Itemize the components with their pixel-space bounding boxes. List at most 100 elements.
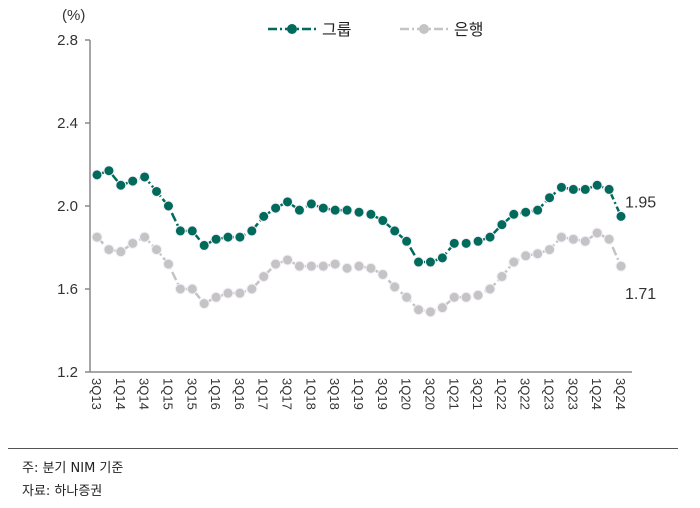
data-point xyxy=(258,271,270,283)
data-point xyxy=(139,171,151,183)
data-point xyxy=(436,252,448,264)
data-point xyxy=(389,281,401,293)
data-point xyxy=(282,196,294,208)
data-point xyxy=(365,262,377,274)
legend-label: 그룹 xyxy=(322,20,351,39)
data-point xyxy=(520,206,532,218)
data-point xyxy=(377,268,389,280)
data-point xyxy=(293,260,305,272)
data-point xyxy=(174,225,186,237)
end-data-label: 1.71 xyxy=(625,286,656,303)
data-point xyxy=(615,210,627,222)
x-tick-label: 3Q20 xyxy=(422,378,437,410)
data-point xyxy=(448,291,460,303)
x-tick-label: 1Q21 xyxy=(446,378,461,410)
x-tick-label: 1Q20 xyxy=(399,378,414,410)
source-note: 자료: 하나증권 xyxy=(22,484,103,499)
data-point xyxy=(484,283,496,295)
x-tick-label: 3Q21 xyxy=(470,378,485,410)
data-point xyxy=(591,227,603,239)
data-point xyxy=(544,192,556,204)
data-point xyxy=(222,287,234,299)
data-point xyxy=(151,185,163,197)
footer-divider xyxy=(8,448,678,449)
data-point xyxy=(186,283,198,295)
data-point xyxy=(401,235,413,247)
data-point xyxy=(389,225,401,237)
x-tick-label: 3Q16 xyxy=(232,378,247,410)
y-tick-label: 2.4 xyxy=(57,115,78,132)
data-point xyxy=(174,283,186,295)
data-point xyxy=(508,256,520,268)
data-point xyxy=(305,260,317,272)
footnote: 주: 분기 NIM 기준 xyxy=(22,461,124,476)
data-point xyxy=(329,258,341,270)
y-tick-label: 1.6 xyxy=(57,281,78,298)
y-tick-label: 2.0 xyxy=(57,198,78,215)
data-point xyxy=(115,179,127,191)
data-point xyxy=(579,183,591,195)
data-point xyxy=(544,244,556,256)
data-point xyxy=(413,256,425,268)
x-tick-label: 3Q19 xyxy=(375,378,390,410)
data-point xyxy=(341,262,353,274)
data-point xyxy=(317,260,329,272)
data-point xyxy=(293,204,305,216)
data-point xyxy=(210,291,222,303)
legend: 그룹 은행 xyxy=(268,20,483,39)
data-point xyxy=(103,244,115,256)
data-point xyxy=(413,304,425,316)
data-point xyxy=(234,231,246,243)
x-tick-label: 3Q23 xyxy=(565,378,580,410)
data-point xyxy=(198,239,210,251)
series-bank: 1.71 xyxy=(91,227,656,318)
data-point xyxy=(424,306,436,318)
data-point xyxy=(282,254,294,266)
data-point xyxy=(508,208,520,220)
data-point xyxy=(198,298,210,310)
data-point xyxy=(270,258,282,270)
data-point xyxy=(567,183,579,195)
data-point xyxy=(591,179,603,191)
x-tick-label: 1Q16 xyxy=(208,378,223,410)
data-point xyxy=(555,231,567,243)
data-point xyxy=(162,258,174,270)
data-point xyxy=(460,237,472,249)
x-tick-label: 1Q15 xyxy=(160,378,175,410)
end-data-label: 1.95 xyxy=(625,194,656,211)
legend-label: 은행 xyxy=(454,20,483,39)
x-tick-label: 3Q18 xyxy=(327,378,342,410)
data-point xyxy=(305,198,317,210)
data-point xyxy=(532,248,544,260)
data-point xyxy=(484,231,496,243)
data-point xyxy=(472,235,484,247)
series-layer: 1.71 1.95 xyxy=(91,165,656,318)
data-point xyxy=(603,233,615,245)
x-tick-label: 1Q14 xyxy=(113,378,128,410)
data-point xyxy=(353,206,365,218)
data-point xyxy=(317,202,329,214)
data-point xyxy=(377,215,389,227)
data-point xyxy=(210,233,222,245)
data-point xyxy=(520,250,532,262)
data-point xyxy=(270,202,282,214)
data-point xyxy=(448,237,460,249)
data-point xyxy=(472,289,484,301)
axes: 1.2 1.6 2.0 2.4 2.8 3Q13 1Q14 3Q14 1Q15 3Q15 1Q16 3… xyxy=(57,32,632,410)
data-point xyxy=(555,181,567,193)
data-point xyxy=(127,237,139,249)
x-tick-label: 1Q23 xyxy=(542,378,557,410)
data-point xyxy=(603,183,615,195)
x-tick-label: 3Q24 xyxy=(613,378,628,410)
data-point xyxy=(424,256,436,268)
data-point xyxy=(127,175,139,187)
data-point xyxy=(234,287,246,299)
data-point xyxy=(91,169,103,181)
data-point xyxy=(436,302,448,314)
x-tick-label: 1Q24 xyxy=(589,378,604,410)
y-axis-unit: (%) xyxy=(62,7,85,24)
legend-item-bank: 은행 xyxy=(400,20,483,39)
data-point xyxy=(103,165,115,177)
x-tick-label: 3Q22 xyxy=(518,378,533,410)
